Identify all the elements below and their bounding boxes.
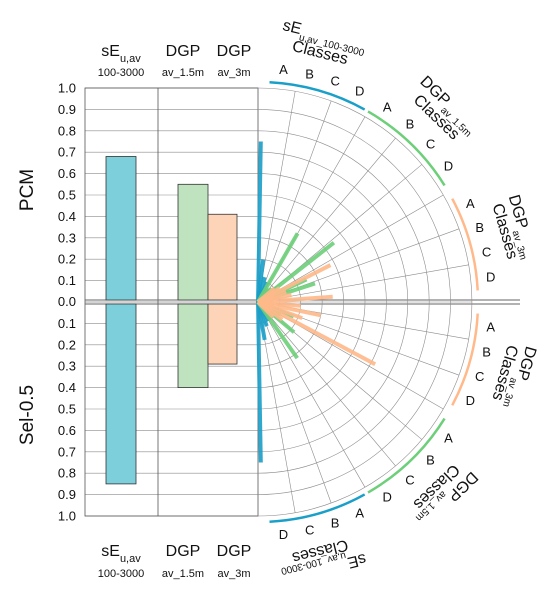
class-letter: C (426, 136, 435, 151)
y-tick-label: 0.6 (58, 166, 76, 181)
header-dgp3-bottom: DGP (217, 543, 252, 560)
class-group-title-pre: sE (346, 550, 368, 571)
class-letter: D (279, 527, 288, 542)
class-arc (451, 313, 479, 406)
y-tick-label: 0.4 (58, 209, 76, 224)
class-group-title-pre: sE (281, 17, 303, 38)
class-letter: A (279, 62, 288, 77)
class-letter: D (486, 270, 495, 285)
class-arc (269, 81, 366, 111)
bars (105, 156, 238, 485)
y-tick-label: 0.8 (58, 123, 76, 138)
class-letter: B (305, 66, 314, 81)
column-headers-bottom: sEu,av 100-3000 DGP av_1.5m DGP av_3m (98, 543, 252, 580)
header-se-range-bottom: 100-3000 (98, 568, 145, 580)
class-letter: D (444, 159, 453, 174)
y-tick-label: 1.0 (58, 81, 76, 96)
panel-label-bottom: Sel-0.5 (17, 385, 38, 445)
polar-spoke (256, 141, 263, 303)
header-se-range-top: 100-3000 (98, 67, 145, 79)
class-arc (367, 110, 446, 187)
class-letter: C (405, 472, 414, 487)
y-tick-label: 0.2 (58, 252, 76, 267)
y-tick-label: 0.3 (58, 230, 76, 245)
header-dgp3-range-bottom: av_3m (217, 568, 250, 580)
header-se-bottom: sEu,av (101, 543, 141, 565)
polar-grid-ray (257, 301, 396, 467)
class-letter: A (486, 319, 495, 334)
y-tick-label: 0.9 (58, 102, 76, 117)
header-dgp15-top: DGP (166, 43, 201, 60)
polar-spoke (257, 300, 301, 308)
polar-grid-ray (257, 137, 396, 303)
y-tick-label: 0.1 (58, 273, 76, 288)
class-arc (367, 417, 446, 494)
class-letter: B (331, 515, 340, 530)
class-letter: A (355, 505, 364, 520)
class-letter: A (444, 430, 453, 445)
y-tick-label: 0.8 (58, 466, 76, 481)
class-letter: C (330, 74, 339, 89)
bar-se-bottom (105, 303, 137, 485)
polar-spoke (257, 300, 377, 367)
y-tick-label: 0.5 (58, 402, 76, 417)
y-tick-label: 0.3 (58, 359, 76, 374)
polar-grid-ray (257, 301, 366, 488)
class-letter: B (406, 117, 415, 132)
y-tick-label: 0.7 (58, 145, 76, 160)
header-dgp15-bottom: DGP (166, 543, 201, 560)
y-tick-label: 1.0 (58, 509, 76, 524)
header-dgp3-top: DGP (217, 43, 252, 60)
class-letter: A (383, 99, 392, 114)
bar-dgp3-bottom (207, 303, 238, 365)
y-tick-label: 0.4 (58, 380, 76, 395)
class-arc (451, 198, 479, 291)
bar-dgp15-top (177, 183, 209, 301)
class-letter: B (482, 345, 491, 360)
panel-label-top: PCM (17, 169, 38, 211)
y-tick-label: 0.7 (58, 444, 76, 459)
polar-grid-ray (257, 264, 469, 303)
header-se-top: sEu,av (101, 43, 141, 65)
class-letter: C (305, 523, 314, 538)
y-tick-label: 0.9 (58, 487, 76, 502)
polar-plot: A B CDABCDABCDABCDABCDABCDsEu,av_100-3000C… (256, 17, 539, 577)
header-dgp3-range-top: av_3m (217, 67, 250, 79)
class-letter: B (475, 220, 484, 235)
y-tick-label: 0.5 (58, 188, 76, 203)
class-letter: C (475, 369, 484, 384)
polar-spoke (256, 301, 263, 463)
bar-se-top (105, 156, 137, 301)
polar-grid-ray (257, 301, 332, 504)
class-letter: D (382, 490, 391, 505)
y-tick-label: 0.2 (58, 337, 76, 352)
class-letter: D (466, 393, 475, 408)
class-arc (269, 493, 366, 523)
y-tick-label: 0.6 (58, 423, 76, 438)
y-tick-labels: 0.0 0.1 0.1 0.2 0.2 0.3 0.3 0.4 0.4 0.5 0.5 0.6 0.6 0… (58, 81, 76, 524)
polar-spoke (256, 232, 300, 304)
polar-grid-ray (257, 100, 332, 303)
y-tick-label: 0.0 (58, 294, 76, 309)
class-letter: C (482, 244, 491, 259)
bar-dgp15-bottom (177, 303, 209, 388)
class-letter: D (355, 84, 364, 99)
class-letter: A (466, 196, 475, 211)
class-letter: B (426, 453, 435, 468)
header-dgp15-range-top: av_1.5m (162, 67, 204, 79)
header-dgp15-range-bottom: av_1.5m (162, 568, 204, 580)
y-tick-label: 0.1 (58, 316, 76, 331)
column-headers-top: sEu,av 100-3000 DGP av_1.5m DGP av_3m (98, 43, 252, 79)
bar-dgp3-top (207, 213, 238, 301)
